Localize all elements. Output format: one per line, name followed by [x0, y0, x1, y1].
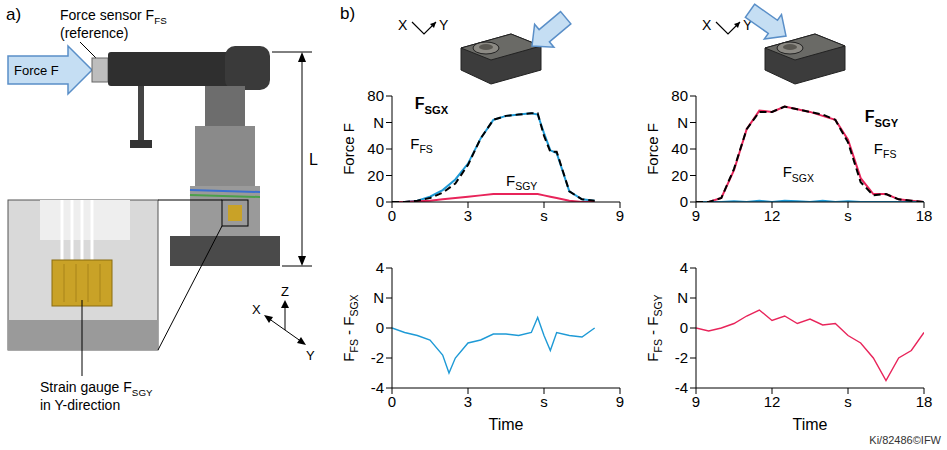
- html-text:Ki/82486©IFW: Ki/82486©IFW: [869, 434, 941, 446]
- svg-text:18: 18: [916, 393, 933, 410]
- svg-text:Y: Y: [743, 17, 753, 33]
- svg-text:9: 9: [692, 393, 700, 410]
- svg-text:12: 12: [764, 207, 781, 224]
- html-text:b): b): [340, 4, 356, 23]
- svg-text:12: 12: [764, 393, 781, 410]
- svg-text:9: 9: [692, 207, 700, 224]
- svg-text:40: 40: [671, 140, 688, 157]
- svg-text:9: 9: [616, 207, 624, 224]
- svg-text:(reference): (reference): [60, 25, 128, 41]
- svg-text:0: 0: [680, 319, 688, 336]
- svg-text:FFS: FFS: [410, 135, 433, 155]
- svg-text:FSGX: FSGX: [415, 95, 449, 115]
- svg-text:N: N: [373, 114, 384, 131]
- svg-text:Time: Time: [793, 416, 828, 432]
- svg-text:N: N: [677, 114, 688, 131]
- svg-text:-4: -4: [675, 379, 688, 396]
- svg-text:80: 80: [671, 87, 688, 104]
- svg-text:FFS - FSGX: FFS - FSGX: [340, 294, 360, 361]
- svg-text:N: N: [373, 289, 384, 306]
- svg-text:3: 3: [464, 393, 472, 410]
- svg-text:4: 4: [376, 259, 384, 276]
- svg-text:20: 20: [671, 167, 688, 184]
- svg-text:0: 0: [680, 193, 688, 210]
- svg-text:Force F: Force F: [14, 63, 59, 78]
- svg-text:X: X: [252, 302, 261, 317]
- svg-text:0: 0: [376, 193, 384, 210]
- svg-text:Strain gauge FSGY: Strain gauge FSGY: [40, 379, 153, 398]
- svg-text:FFS - FSGY: FFS - FSGY: [644, 294, 664, 361]
- svg-text:-2: -2: [675, 349, 688, 366]
- svg-text:Force F: Force F: [340, 123, 357, 175]
- svg-text:Y: Y: [306, 348, 315, 363]
- svg-text:3: 3: [464, 207, 472, 224]
- svg-text:Z: Z: [281, 284, 289, 299]
- svg-text:40: 40: [367, 140, 384, 157]
- svg-text:Y: Y: [439, 17, 449, 33]
- svg-text:18: 18: [916, 207, 933, 224]
- svg-text:-2: -2: [371, 349, 384, 366]
- svg-text:-4: -4: [371, 379, 384, 396]
- svg-text:20: 20: [367, 167, 384, 184]
- svg-text:FSGY: FSGY: [865, 108, 899, 128]
- svg-text:s: s: [540, 393, 548, 410]
- svg-text:0: 0: [388, 207, 396, 224]
- svg-text:L: L: [309, 151, 318, 168]
- svg-text:0: 0: [376, 319, 384, 336]
- svg-text:s: s: [844, 207, 852, 224]
- svg-text:in Y-direction: in Y-direction: [40, 397, 120, 413]
- svg-text:X: X: [702, 17, 712, 33]
- svg-text:Time: Time: [489, 416, 524, 432]
- svg-text:X: X: [398, 17, 408, 33]
- svg-text:FFS: FFS: [874, 140, 897, 160]
- svg-text:Force F: Force F: [644, 123, 661, 175]
- svg-text:Force sensor FFS: Force sensor FFS: [60, 7, 167, 26]
- svg-text:s: s: [844, 393, 852, 410]
- svg-text:0: 0: [388, 393, 396, 410]
- svg-text:80: 80: [367, 87, 384, 104]
- svg-text:4: 4: [680, 259, 688, 276]
- svg-text:a): a): [6, 5, 21, 24]
- svg-text:FSGX: FSGX: [783, 163, 814, 183]
- svg-text:s: s: [540, 207, 548, 224]
- svg-text:9: 9: [616, 393, 624, 410]
- svg-text:N: N: [677, 289, 688, 306]
- svg-text:FSGY: FSGY: [506, 172, 537, 192]
